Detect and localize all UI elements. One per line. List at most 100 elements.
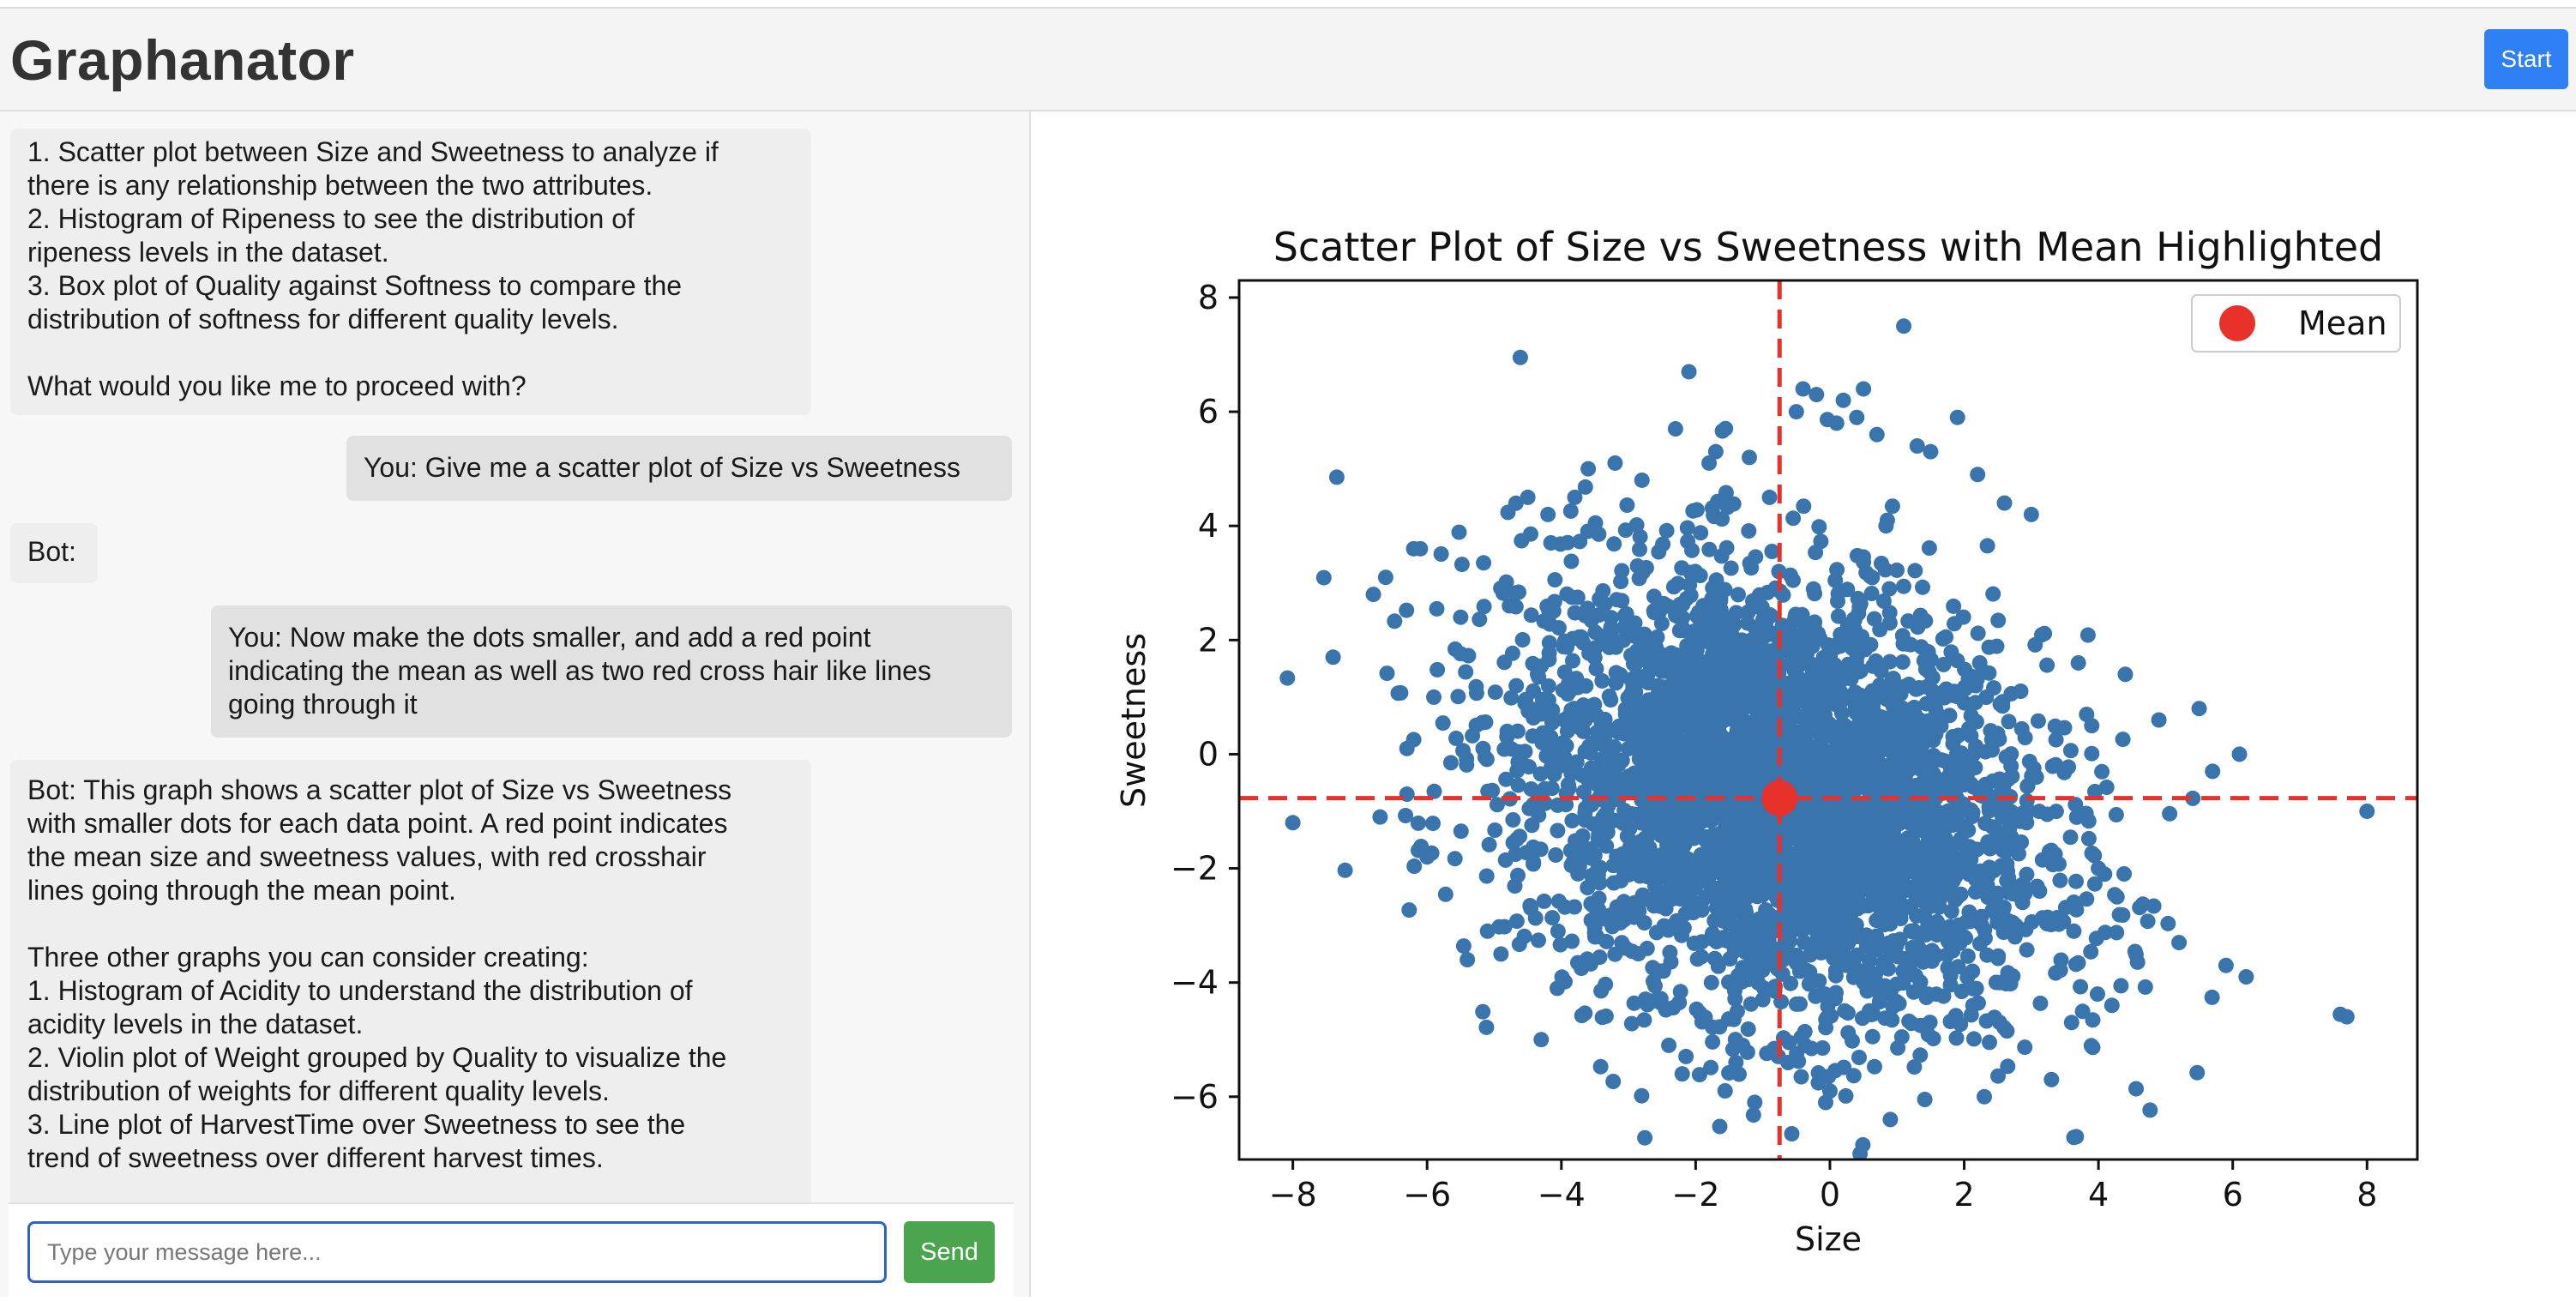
data-point xyxy=(1796,649,1812,666)
x-axis-label: Size xyxy=(1795,1220,1862,1258)
data-point xyxy=(1918,696,1935,712)
data-point xyxy=(1562,503,1579,519)
data-point xyxy=(1949,409,1965,425)
data-point xyxy=(1526,854,1542,870)
data-point xyxy=(1633,851,1648,866)
data-point xyxy=(1945,943,1961,959)
data-point xyxy=(1758,815,1774,830)
y-axis-ticks: −6 −4 −2 0 2 4 6 8 xyxy=(1171,279,1239,1116)
data-point xyxy=(1682,878,1699,894)
data-point xyxy=(1857,838,1873,853)
scatter-points xyxy=(1285,318,2375,1128)
data-point xyxy=(1649,760,1665,776)
data-point xyxy=(1651,544,1667,560)
data-point xyxy=(1896,578,1911,594)
y-tick-label: 0 xyxy=(1198,735,1219,773)
data-point xyxy=(1691,1067,1707,1083)
data-point xyxy=(1692,568,1708,584)
data-point xyxy=(1612,666,1628,683)
data-point xyxy=(1484,782,1501,798)
data-point xyxy=(1893,1029,1910,1045)
data-point xyxy=(1871,784,1887,799)
data-point xyxy=(1742,996,1759,1012)
data-point xyxy=(1815,693,1832,709)
data-point xyxy=(2084,718,2100,734)
data-point xyxy=(1742,449,1758,466)
data-point xyxy=(1563,702,1580,718)
message-composer: Send xyxy=(9,1202,1014,1297)
data-point xyxy=(1459,756,1475,773)
data-point xyxy=(1761,489,1778,505)
data-point xyxy=(1881,581,1898,597)
data-point xyxy=(1995,810,2011,826)
data-point xyxy=(2146,898,2162,914)
data-point xyxy=(1741,923,1757,939)
data-point xyxy=(1803,1040,1820,1057)
data-point xyxy=(1454,557,1470,573)
data-point xyxy=(1527,910,1544,926)
data-point xyxy=(1771,563,1787,580)
start-button[interactable]: Start xyxy=(2484,29,2568,89)
data-point xyxy=(1842,825,1858,841)
data-point xyxy=(1672,984,1688,1000)
data-point xyxy=(1839,813,1855,829)
data-point xyxy=(1583,760,1599,776)
data-point xyxy=(1807,621,1823,637)
data-point xyxy=(1478,868,1495,884)
data-point xyxy=(1932,890,1948,906)
data-point xyxy=(1437,886,1454,902)
data-point xyxy=(1725,759,1742,775)
data-point xyxy=(1912,1047,1929,1063)
data-point xyxy=(1325,649,1341,666)
data-point xyxy=(1493,580,1509,596)
data-point xyxy=(2068,901,2085,918)
data-point xyxy=(1653,851,1669,867)
data-point xyxy=(1995,900,2012,915)
message-input[interactable] xyxy=(27,1221,887,1283)
data-point xyxy=(2128,946,2144,962)
data-point xyxy=(1646,732,1662,749)
data-point xyxy=(1837,1003,1853,1019)
data-point xyxy=(1885,998,1901,1015)
data-point xyxy=(1475,740,1491,756)
data-point xyxy=(1990,1068,2006,1084)
data-point xyxy=(1829,943,1845,960)
data-point xyxy=(1920,1027,1936,1043)
legend: Mean xyxy=(2191,294,2401,352)
data-point xyxy=(1859,983,1875,999)
data-point xyxy=(1523,607,1539,623)
data-point xyxy=(1919,898,1935,914)
data-point xyxy=(1559,586,1575,602)
data-point xyxy=(1666,752,1682,768)
send-button[interactable]: Send xyxy=(904,1221,995,1283)
data-point xyxy=(1693,894,1709,911)
data-point xyxy=(1872,678,1887,693)
data-point xyxy=(1764,626,1780,642)
data-point xyxy=(1978,1013,1995,1029)
data-point xyxy=(1475,1003,1491,1020)
data-point xyxy=(1705,683,1721,699)
data-point xyxy=(2085,1012,2101,1028)
data-point xyxy=(1577,479,1593,495)
data-point xyxy=(2117,666,2134,683)
data-point xyxy=(1811,519,1827,535)
data-point xyxy=(1892,790,1908,806)
data-point xyxy=(1965,963,1981,979)
data-point xyxy=(1603,625,1619,641)
data-point xyxy=(1852,927,1869,943)
data-point xyxy=(1721,1011,1736,1027)
data-point xyxy=(1665,579,1682,595)
data-point xyxy=(1679,520,1695,536)
data-point xyxy=(1672,855,1688,871)
data-point xyxy=(2032,995,2049,1011)
data-point xyxy=(1828,985,1844,1001)
data-point xyxy=(1746,968,1762,985)
data-point xyxy=(2016,878,2032,894)
data-point xyxy=(1522,898,1538,913)
data-point xyxy=(1703,666,1719,682)
data-point xyxy=(1851,798,1867,815)
data-point xyxy=(1419,849,1435,865)
data-point xyxy=(2359,803,2375,819)
data-point xyxy=(1977,816,1994,831)
data-point xyxy=(1863,1007,1880,1022)
